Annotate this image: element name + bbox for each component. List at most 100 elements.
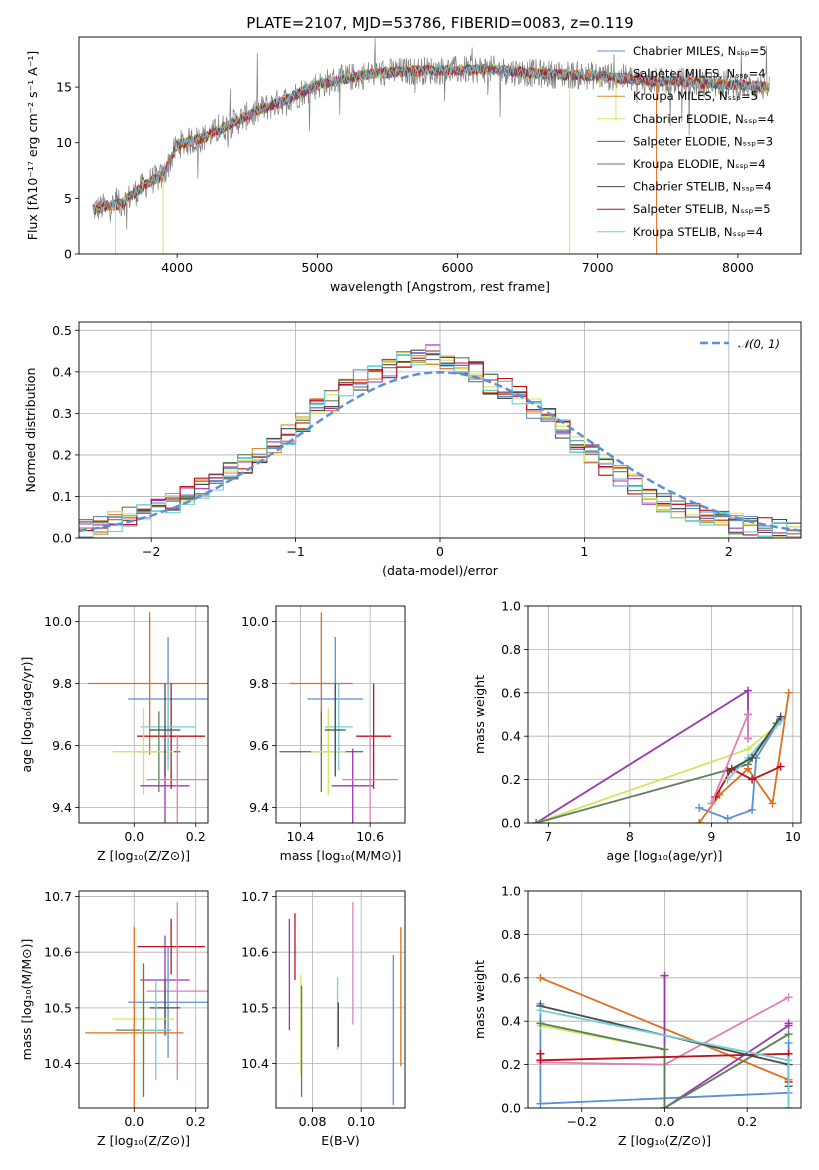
z-weight-marker bbox=[784, 1019, 793, 1028]
z-age-ytick-label: 10.0 bbox=[44, 614, 72, 629]
age-weight-marker bbox=[748, 775, 757, 784]
z-mass-ytick-label: 10.5 bbox=[44, 1000, 72, 1015]
z-weight-marker bbox=[536, 1099, 545, 1108]
age-weight-marker bbox=[744, 745, 753, 754]
z-mass-ytick-label: 10.4 bbox=[44, 1056, 72, 1071]
age-weight-xtick-label: 9 bbox=[707, 829, 715, 844]
residuals-xtick-label: −1 bbox=[286, 544, 304, 559]
spectrum-xtick-label: 7000 bbox=[582, 260, 614, 275]
z-weight-ylabel: mass weight bbox=[472, 960, 487, 1039]
mass-age-points bbox=[279, 612, 399, 823]
z-age-xlabel: Z [log₁₀(Z/Z⊙)] bbox=[97, 848, 190, 863]
spectrum-ytick-label: 15 bbox=[56, 80, 72, 95]
spectrum-frame bbox=[78, 36, 802, 255]
z-weight-marker bbox=[784, 1038, 793, 1047]
z-mass-ylabel: mass [log₁₀(M/M⊙)] bbox=[19, 939, 34, 1061]
legend-label: Salpeter ELODIE, Nₛₛₚ=3 bbox=[633, 134, 773, 148]
age-weight-xlabel: age [log₁₀(age/yr)] bbox=[607, 848, 723, 863]
z-weight-series-chabrier_elodie bbox=[540, 1022, 790, 1108]
legend-label: Salpeter MILES, Nₛₛₚ=4 bbox=[633, 67, 766, 81]
z-weight-marker bbox=[784, 1030, 793, 1039]
mass-age-ytick-label: 9.4 bbox=[249, 800, 269, 815]
z-mass-frame bbox=[78, 890, 209, 1109]
spectrum-lines bbox=[92, 38, 771, 254]
age-weight-ytick-label: 1.0 bbox=[501, 599, 521, 614]
age-weight-marker bbox=[776, 762, 785, 771]
age-weight-marker bbox=[748, 753, 757, 762]
z-weight-ytick-label: 0.8 bbox=[501, 927, 521, 942]
age-weight-marker bbox=[748, 805, 757, 814]
legend-label: 𝒩(0, 1) bbox=[738, 337, 780, 351]
residuals-xtick-label: −2 bbox=[142, 544, 160, 559]
spectrum-legend: Chabrier MILES, Nₛₛₚ=5 Salpeter MILES, Nₛ… bbox=[597, 44, 774, 239]
age-weight-series-salpeter_stelib bbox=[714, 765, 781, 798]
mass-age-xlabel: mass [log₁₀(M/M⊙)] bbox=[280, 848, 402, 863]
residual-histograms bbox=[79, 344, 801, 538]
age-weight-marker bbox=[744, 686, 753, 695]
residual-hist-kroupa_stelib bbox=[79, 345, 801, 538]
age-weight-ytick-label: 0.8 bbox=[501, 642, 521, 657]
z-weight-marker bbox=[536, 1019, 545, 1028]
residual-legend: 𝒩(0, 1) bbox=[700, 337, 780, 351]
age-weight-marker bbox=[776, 712, 785, 721]
spectrum-xtick-label: 5000 bbox=[301, 260, 333, 275]
residuals-ylabel: Normed distribution bbox=[23, 368, 38, 493]
mass-age-ytick-label: 9.6 bbox=[249, 738, 269, 753]
age-weight-marker bbox=[768, 799, 777, 808]
residual-hist-salpeter_miles bbox=[79, 361, 801, 538]
normal-curve bbox=[79, 371, 801, 532]
ebv-mass-points bbox=[288, 902, 402, 1106]
age-weight-marker bbox=[707, 799, 716, 808]
mass-age-ytick-label: 10.0 bbox=[241, 614, 269, 629]
residuals-xlabel: (data-model)/error bbox=[382, 563, 499, 578]
z-mass-xtick-label: 0.2 bbox=[186, 1114, 206, 1129]
z-age-xtick-label: 0.0 bbox=[124, 829, 144, 844]
age-weight-xtick-label: 7 bbox=[544, 829, 552, 844]
residuals-xtick-label: 0 bbox=[436, 544, 444, 559]
z-weight-ytick-label: 0.4 bbox=[501, 1014, 521, 1029]
spectrum-xtick-label: 6000 bbox=[442, 260, 474, 275]
residuals-ytick-label: 0.1 bbox=[52, 489, 72, 504]
mass-age-xtick-label: 10.4 bbox=[286, 829, 314, 844]
age-weight-ytick-label: 0.4 bbox=[501, 729, 521, 744]
age-weight-ytick-label: 0.0 bbox=[501, 816, 521, 831]
age-weight-marker bbox=[532, 819, 541, 823]
spectrum-ytick-label: 10 bbox=[56, 135, 72, 150]
mass-age-xtick-label: 10.6 bbox=[356, 829, 384, 844]
age-weight-xtick-label: 10 bbox=[785, 829, 801, 844]
z-weight-ytick-label: 0.6 bbox=[501, 970, 521, 985]
z-weight-marker bbox=[784, 1056, 793, 1065]
age-weight-marker bbox=[744, 734, 753, 743]
spectrum-ytick-label: 5 bbox=[64, 191, 72, 206]
residuals-xtick-label: 1 bbox=[580, 544, 588, 559]
z-weight-marker bbox=[536, 973, 545, 982]
z-weight-marker bbox=[660, 1045, 669, 1054]
z-age-frame bbox=[78, 605, 209, 824]
age-weight-marker bbox=[723, 775, 732, 784]
legend-label: Kroupa ELODIE, Nₛₛₚ=4 bbox=[633, 157, 766, 171]
z-age-xtick-label: 0.2 bbox=[186, 829, 206, 844]
age-weight-frame bbox=[527, 605, 802, 824]
z-age-ytick-label: 9.4 bbox=[52, 800, 72, 815]
age-weight-marker bbox=[744, 710, 753, 719]
ebv-mass-xtick-label: 0.10 bbox=[347, 1114, 375, 1129]
age-weight-lines bbox=[532, 686, 793, 823]
age-weight-ylabel: mass weight bbox=[472, 675, 487, 754]
residuals-ytick-label: 0.3 bbox=[52, 406, 72, 421]
age-weight-marker bbox=[695, 803, 704, 812]
z-weight-xtick-label: 0.0 bbox=[655, 1114, 675, 1129]
legend-label: Chabrier MILES, Nₛₛₚ=5 bbox=[633, 44, 767, 58]
z-weight-frame bbox=[527, 890, 802, 1109]
z-weight-marker bbox=[784, 993, 793, 1002]
z-mass-ytick-label: 10.6 bbox=[44, 945, 72, 960]
legend-label: Chabrier ELODIE, Nₛₛₚ=4 bbox=[633, 112, 774, 126]
spectrum-xlabel: wavelength [Angstrom, rest frame] bbox=[330, 279, 550, 294]
residuals-frame bbox=[78, 321, 802, 539]
legend-label: Kroupa MILES, Nₛₛₚ=5 bbox=[633, 89, 758, 103]
z-mass-ytick-label: 10.7 bbox=[44, 889, 72, 904]
residuals-ytick-label: 0.5 bbox=[52, 323, 72, 338]
z-mass-xlabel: Z [log₁₀(Z/Z⊙)] bbox=[97, 1133, 190, 1148]
age-weight-xtick-label: 8 bbox=[626, 829, 634, 844]
z-age-points bbox=[88, 612, 208, 823]
